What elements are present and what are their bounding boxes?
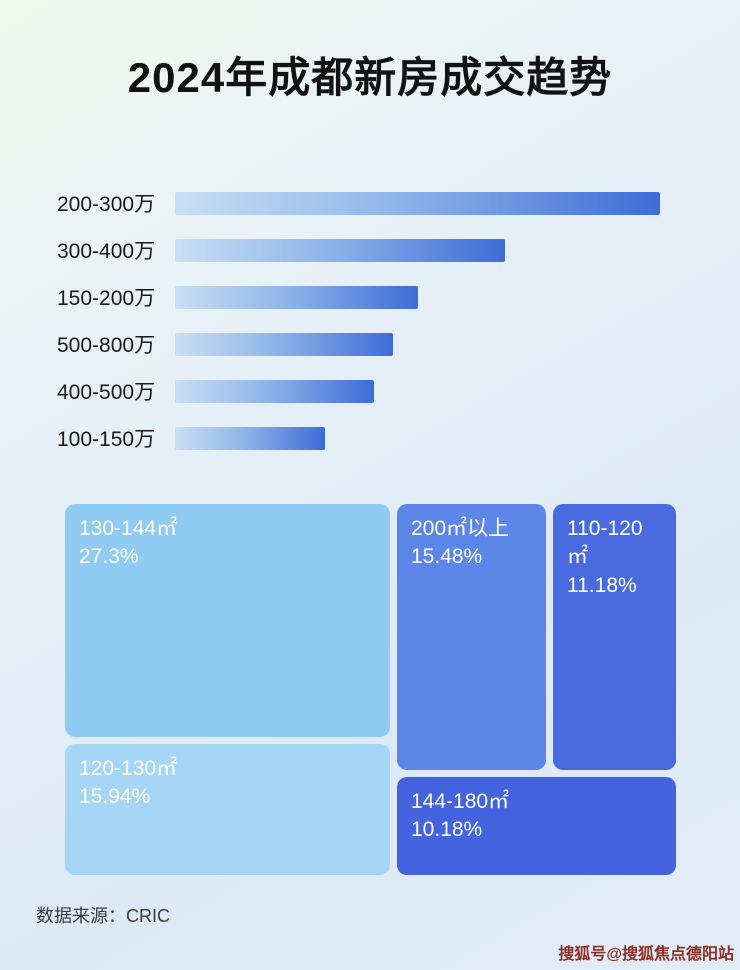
bar-fill bbox=[175, 191, 660, 215]
treemap-block-110-120: 110-120㎡ 11.18% bbox=[553, 504, 676, 770]
bar-fill bbox=[175, 238, 505, 262]
treemap-block-value: 27.3% bbox=[79, 545, 139, 569]
bar-track bbox=[175, 379, 660, 403]
treemap-block-value: 15.94% bbox=[79, 785, 151, 809]
bar-row: 100-150万 bbox=[57, 426, 740, 451]
bar-track bbox=[175, 332, 660, 356]
bar-fill bbox=[175, 285, 418, 309]
bar-row: 500-800万 bbox=[57, 332, 740, 357]
treemap-right-top-row: 200㎡以上 15.48% 110-120㎡ 11.18% bbox=[397, 504, 676, 770]
treemap-left-column: 130-144㎡ 27.3% 120-130㎡ 15.94% bbox=[65, 504, 390, 875]
data-source-note: 数据来源：CRIC bbox=[36, 906, 170, 926]
bar-category-label: 100-150万 bbox=[57, 428, 156, 451]
bar-fill bbox=[175, 332, 394, 356]
treemap-block-value: 11.18% bbox=[567, 573, 637, 597]
bar-chart: 200-300万 300-400万 150-200万 500-800万 400-500万… bbox=[0, 191, 740, 451]
bar-track bbox=[175, 238, 660, 262]
bar-category-label: 500-800万 bbox=[57, 334, 156, 357]
bar-category-label: 200-300万 bbox=[57, 193, 156, 216]
treemap-block-200-plus: 200㎡以上 15.48% bbox=[397, 504, 546, 770]
treemap-block-130-144: 130-144㎡ 27.3% bbox=[65, 504, 390, 737]
treemap-block-label: 130-144㎡ bbox=[79, 517, 178, 540]
treemap: 130-144㎡ 27.3% 120-130㎡ 15.94% 200㎡以上 15… bbox=[65, 504, 676, 875]
treemap-block-144-180: 144-180㎡ 10.18% bbox=[397, 777, 676, 875]
bar-category-label: 400-500万 bbox=[57, 381, 156, 404]
bar-row: 150-200万 bbox=[57, 285, 740, 310]
bar-track bbox=[175, 426, 660, 450]
bar-row: 300-400万 bbox=[57, 238, 740, 263]
treemap-block-label: 120-130㎡ bbox=[79, 757, 178, 780]
treemap-block-value: 15.48% bbox=[411, 545, 483, 569]
bar-category-label: 150-200万 bbox=[57, 287, 156, 310]
bar-track bbox=[175, 285, 660, 309]
watermark-text: 搜狐号@搜狐焦点德阳站 bbox=[558, 946, 734, 963]
treemap-block-label: 144-180㎡ bbox=[411, 790, 510, 813]
treemap-block-value: 10.18% bbox=[411, 818, 483, 842]
bar-track bbox=[175, 191, 660, 215]
treemap-block-label: 200㎡以上 bbox=[411, 517, 510, 540]
bar-category-label: 300-400万 bbox=[57, 240, 156, 263]
bar-row: 400-500万 bbox=[57, 379, 740, 404]
bar-row: 200-300万 bbox=[57, 191, 740, 216]
treemap-block-label: 110-120㎡ bbox=[567, 517, 643, 569]
treemap-right-column: 200㎡以上 15.48% 110-120㎡ 11.18% 144-180㎡ 1… bbox=[397, 504, 676, 875]
bar-fill bbox=[175, 426, 326, 450]
page-title: 2024年成都新房成交趋势 bbox=[127, 54, 613, 101]
bar-fill bbox=[175, 379, 374, 403]
treemap-block-120-130: 120-130㎡ 15.94% bbox=[65, 744, 390, 875]
